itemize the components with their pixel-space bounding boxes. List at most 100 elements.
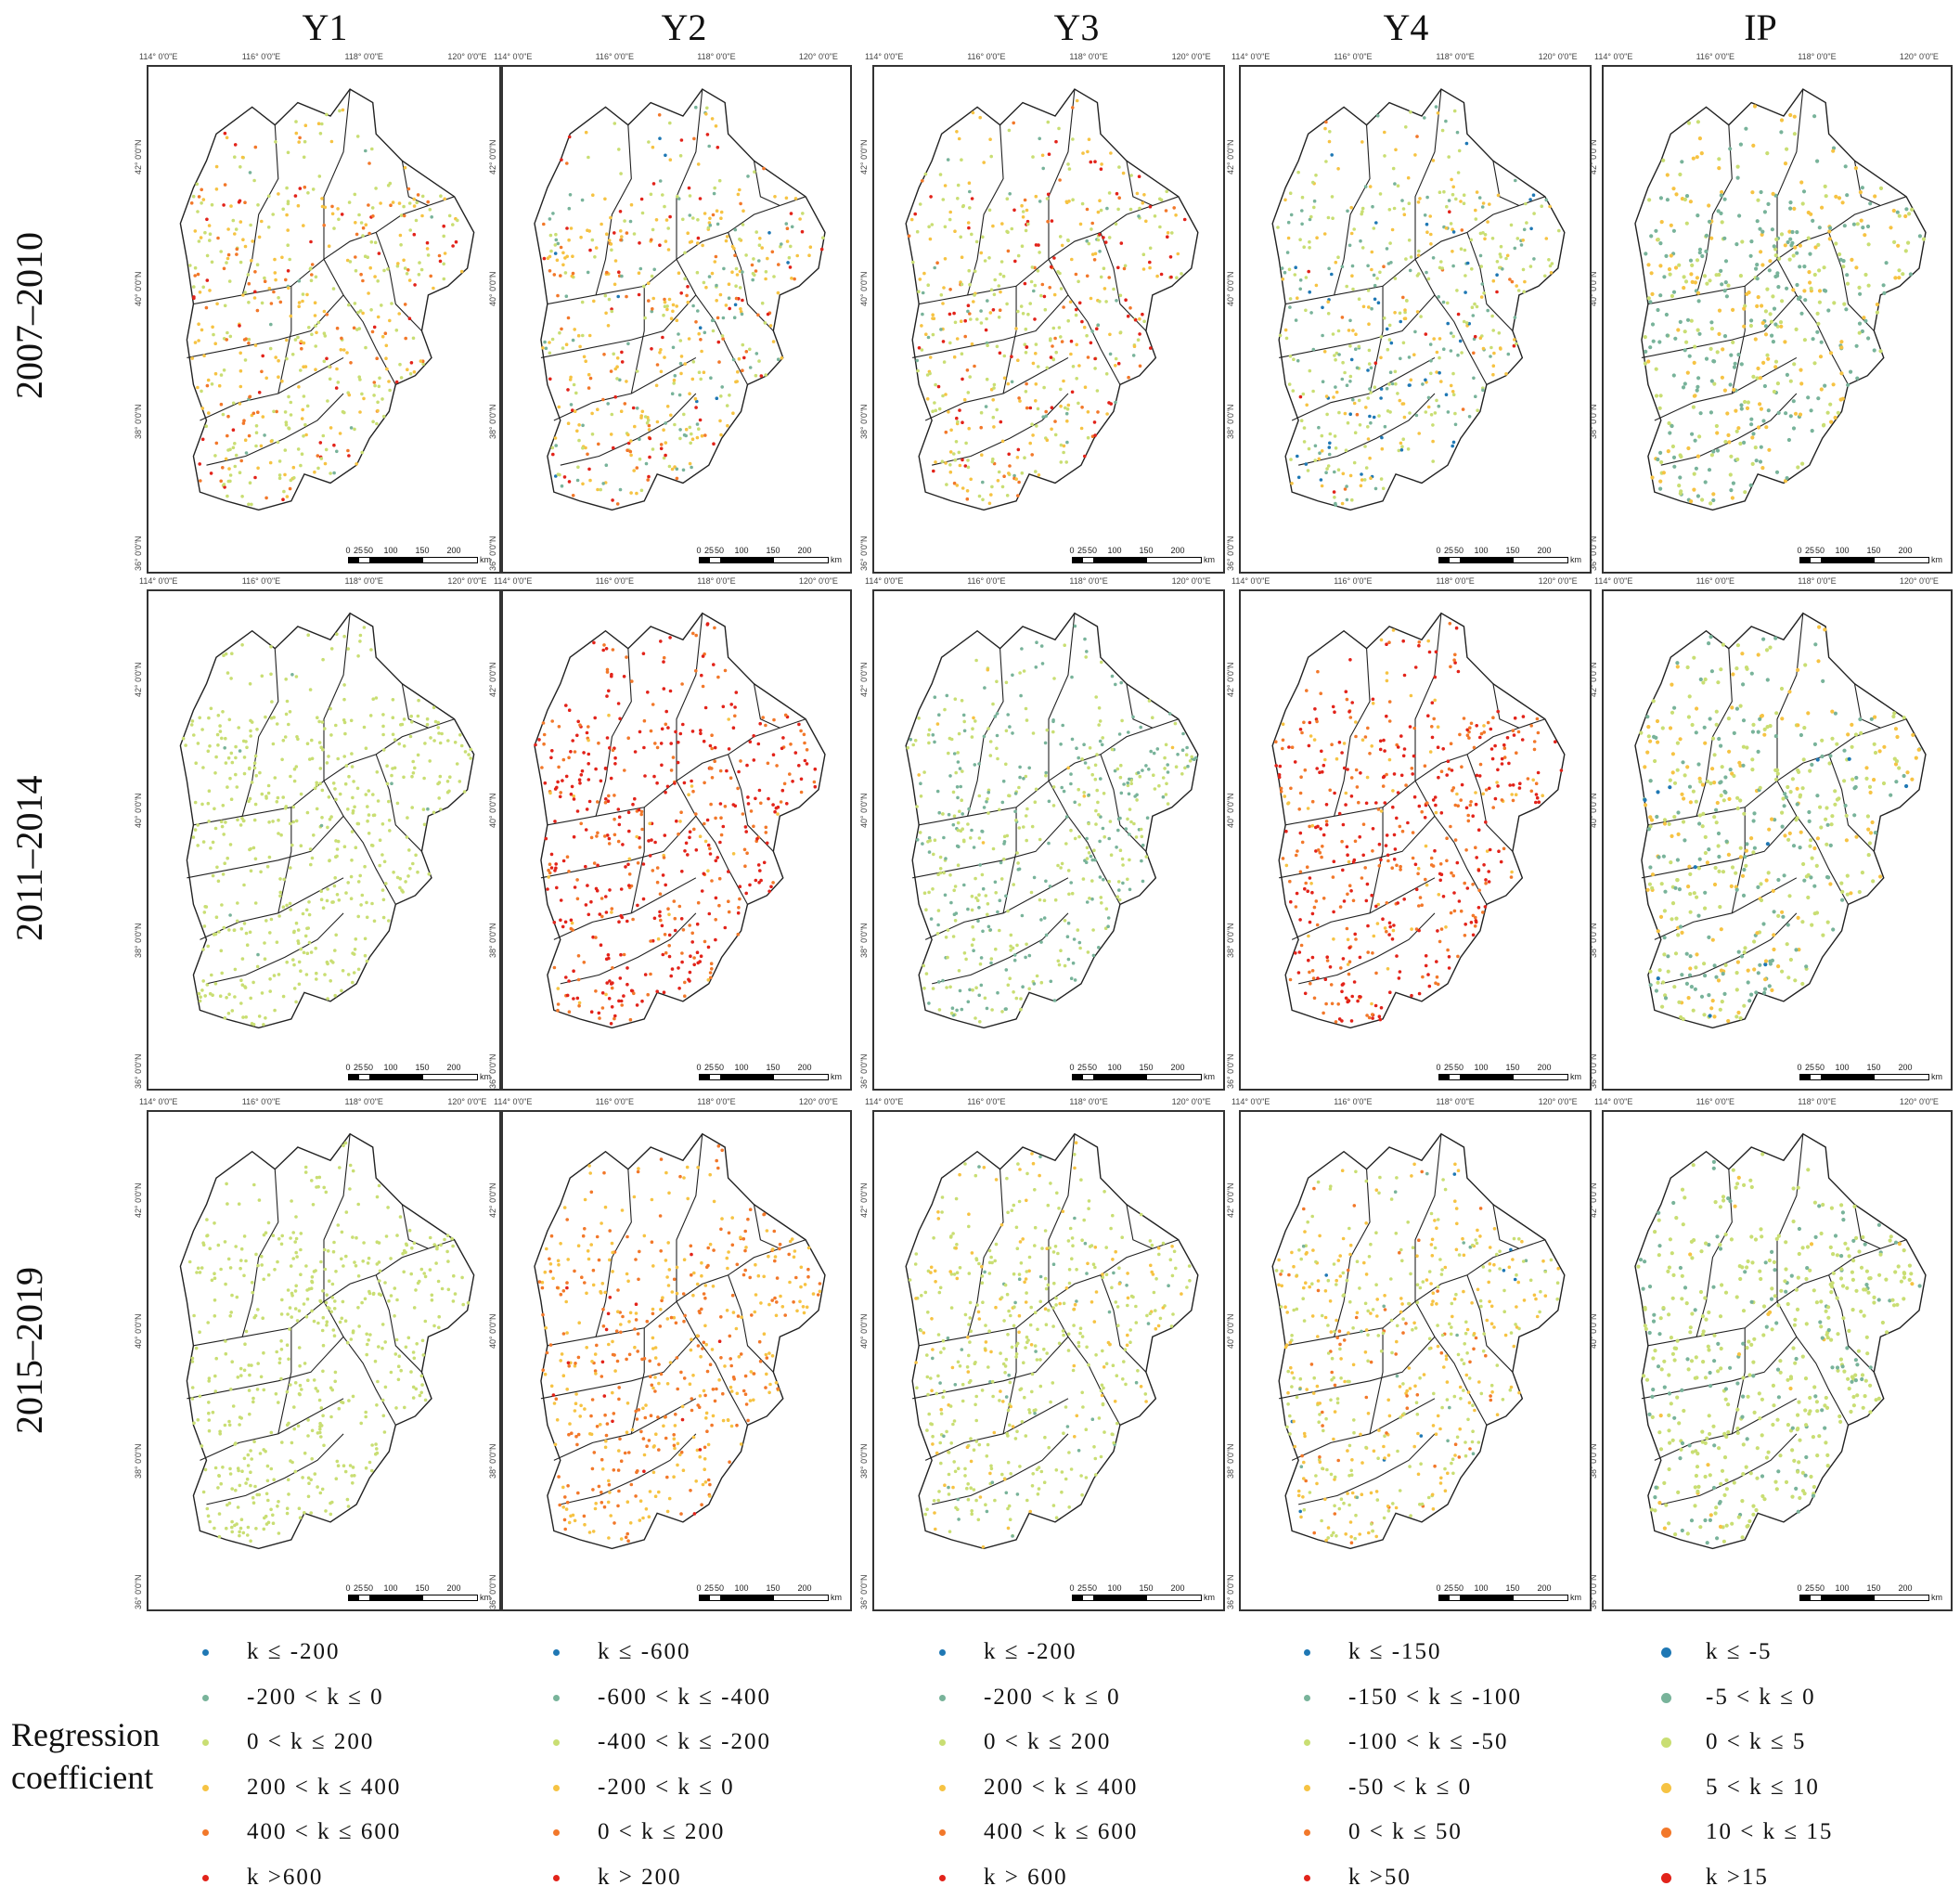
station-point [655, 782, 659, 785]
station-point [926, 397, 930, 401]
scale-tick-label: 25 [704, 1063, 714, 1072]
station-point [694, 397, 698, 401]
station-point [674, 730, 677, 734]
station-point [1111, 748, 1115, 752]
station-point [911, 261, 915, 265]
station-point [432, 739, 436, 743]
station-point [1742, 441, 1746, 445]
station-point [638, 846, 642, 849]
station-point [971, 735, 974, 739]
station-point [1035, 788, 1038, 792]
station-point [1383, 154, 1386, 158]
station-point [226, 136, 229, 140]
scale-tick-label: 0 [345, 546, 350, 555]
station-point [1646, 359, 1650, 363]
station-point [362, 397, 366, 401]
station-point [1435, 811, 1438, 815]
station-point [1361, 207, 1365, 211]
station-point [996, 734, 999, 738]
station-point [1315, 236, 1319, 239]
station-point [207, 717, 211, 720]
station-point [1339, 905, 1343, 909]
station-point [229, 473, 233, 477]
station-point [428, 872, 432, 876]
station-point [1352, 227, 1356, 231]
station-point [653, 742, 657, 745]
station-point [911, 743, 915, 747]
station-point [961, 378, 964, 381]
station-point [1892, 240, 1896, 244]
station-point [1301, 196, 1305, 200]
station-point [627, 884, 631, 887]
station-point [1756, 219, 1760, 223]
station-point [416, 871, 419, 874]
station-point [1386, 967, 1390, 971]
station-point [1801, 201, 1805, 205]
station-point [992, 416, 996, 420]
station-point [978, 116, 982, 120]
station-point [1167, 802, 1170, 806]
station-point [629, 450, 633, 454]
station-point [1139, 726, 1142, 730]
station-point [1717, 332, 1721, 336]
station-point [438, 781, 442, 784]
station-point [968, 375, 972, 379]
station-point [967, 391, 971, 394]
station-point [1445, 836, 1449, 840]
station-point [368, 266, 372, 270]
station-point [572, 339, 575, 342]
station-point [1332, 705, 1335, 709]
station-point [978, 863, 982, 867]
station-point [308, 757, 312, 761]
station-point [689, 426, 692, 430]
station-point [1014, 819, 1018, 822]
station-point [1860, 219, 1863, 223]
longitude-tick-label: 116° 0'0"E [1334, 576, 1372, 586]
station-point [626, 863, 630, 867]
station-point [679, 810, 683, 814]
station-point [746, 174, 750, 178]
station-point [1402, 755, 1406, 758]
station-point [617, 702, 621, 705]
station-point [1294, 273, 1297, 277]
station-point [994, 715, 998, 718]
station-point [1455, 289, 1459, 292]
station-point [632, 469, 636, 472]
station-point [264, 497, 268, 500]
station-point [385, 344, 389, 348]
station-point [277, 914, 281, 918]
station-point [1121, 863, 1125, 867]
station-point [1400, 445, 1404, 448]
station-point [1132, 354, 1136, 357]
station-point [1780, 118, 1784, 122]
station-point [1696, 155, 1699, 159]
station-point [949, 471, 953, 474]
station-point [1812, 361, 1816, 365]
station-point [1428, 985, 1432, 988]
station-point [356, 135, 360, 138]
station-point [298, 301, 302, 304]
station-point [1370, 894, 1373, 898]
station-point [357, 213, 361, 217]
station-point [677, 987, 681, 990]
station-point [1547, 258, 1551, 262]
station-point [1408, 411, 1412, 415]
station-point [708, 217, 712, 221]
station-point [197, 273, 200, 277]
station-point [1186, 765, 1190, 769]
station-point [652, 775, 656, 779]
station-point [542, 721, 546, 725]
station-point [318, 741, 322, 744]
station-point [990, 485, 994, 489]
station-point [664, 454, 667, 458]
station-point [638, 271, 641, 275]
station-point [613, 1014, 617, 1018]
station-point [388, 319, 392, 323]
station-point [745, 350, 749, 354]
station-point [1350, 498, 1354, 502]
station-point [1350, 776, 1354, 780]
station-point [624, 865, 627, 869]
station-point [958, 732, 961, 736]
station-point [1431, 736, 1435, 740]
station-point [937, 713, 941, 717]
